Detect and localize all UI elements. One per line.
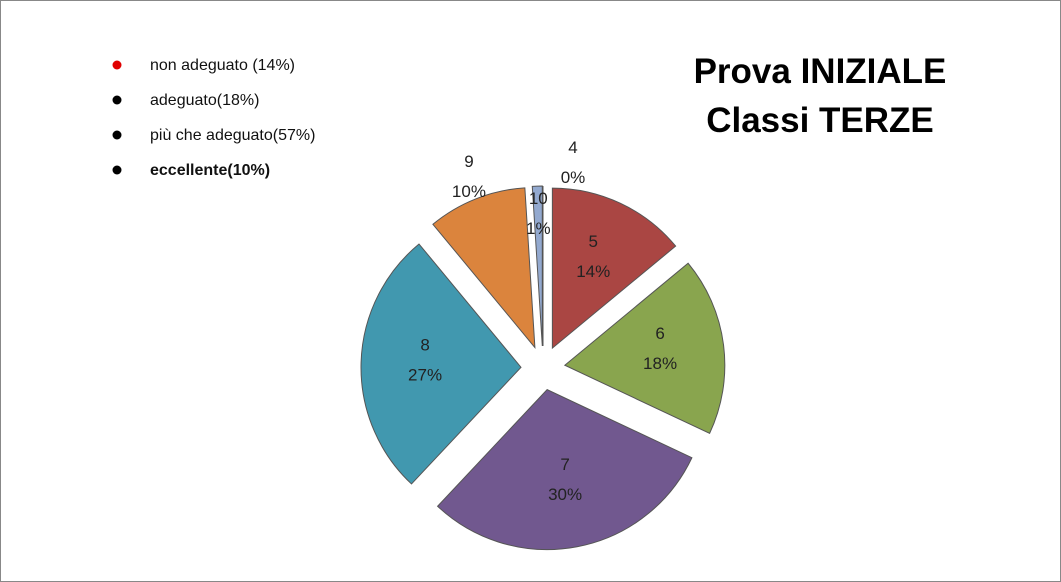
pie-slice <box>531 185 543 347</box>
annotation: eccellente(10%) <box>150 162 270 179</box>
slice-category: 10 <box>529 189 548 208</box>
pie-slice <box>551 187 677 350</box>
slice-value-label: 27% <box>408 365 442 384</box>
chart-title: Prova INIZIALE <box>694 52 947 91</box>
slice-category: 9 <box>464 152 473 171</box>
pie-slice <box>436 389 693 551</box>
slice-value-label: 18% <box>643 354 677 373</box>
annotation: più che adeguato(57%) <box>150 127 315 144</box>
slice-category: 7 <box>560 455 569 474</box>
slice-value-label: 30% <box>548 485 582 504</box>
bullet <box>112 165 122 175</box>
slice-value-label: 1% <box>526 219 551 238</box>
annotation: non adeguato (14%) <box>150 57 295 74</box>
pie-slice <box>432 187 536 350</box>
chart-title: Classi TERZE <box>706 101 934 140</box>
bullet <box>112 95 122 105</box>
slice-category: 5 <box>589 232 598 251</box>
bullet <box>112 130 122 140</box>
bullet <box>112 60 122 70</box>
slice-category: 4 <box>568 138 577 157</box>
slice-value-label: 10% <box>452 182 486 201</box>
pie-slice <box>563 262 726 435</box>
annotation: adeguato(18%) <box>150 92 259 109</box>
slice-value-label: 14% <box>576 262 610 281</box>
slice-value-label: 0% <box>561 168 586 187</box>
slice-category: 8 <box>420 335 429 354</box>
pie-slice <box>360 243 522 485</box>
slice-category: 6 <box>655 324 664 343</box>
